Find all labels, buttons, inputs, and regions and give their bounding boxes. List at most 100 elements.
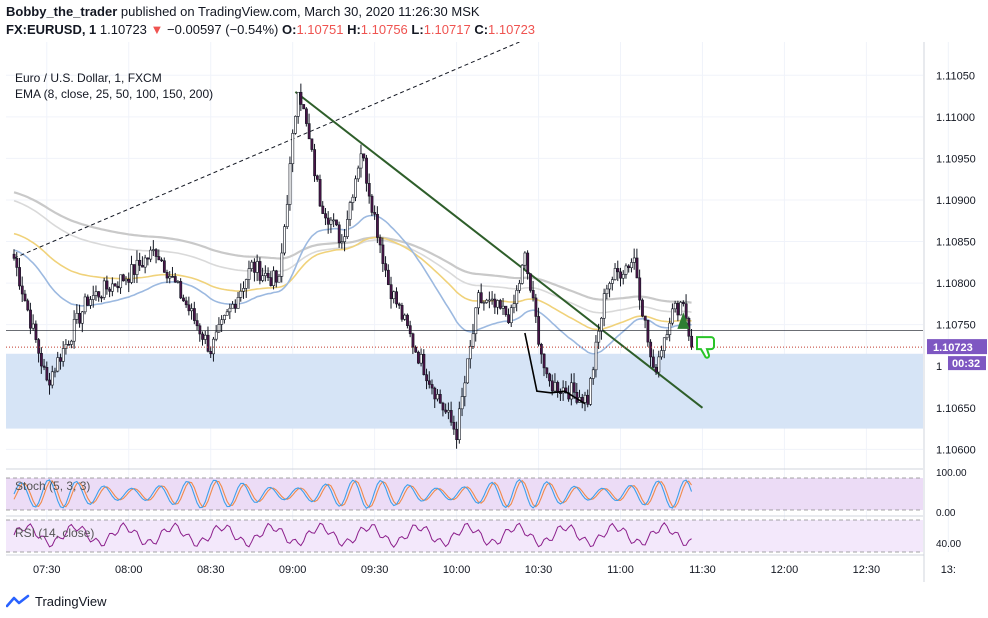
- candle: [641, 298, 644, 318]
- candle-body: [343, 236, 347, 242]
- candle: [436, 389, 439, 402]
- candle-body: [217, 324, 221, 333]
- candle-body: [411, 333, 415, 348]
- candle: [40, 347, 43, 374]
- candle-body: [531, 290, 535, 299]
- down-arrow-icon: ▼: [150, 22, 164, 37]
- candle: [337, 221, 341, 248]
- candle: [392, 290, 396, 304]
- stoch-tick-label: 0.00: [936, 508, 956, 519]
- candle-body: [690, 335, 694, 348]
- candle: [340, 234, 344, 249]
- candle-body: [56, 357, 60, 372]
- candle: [458, 401, 461, 444]
- candle: [61, 341, 65, 367]
- candle: [671, 303, 674, 326]
- candle-body: [141, 265, 144, 268]
- candle: [649, 339, 653, 367]
- chart-container[interactable]: 1.11050 1.11000 1.10950 1.10900 1.10850 1.108…: [6, 41, 988, 582]
- candle-body: [367, 183, 371, 197]
- candle: [299, 83, 303, 111]
- candle-body: [419, 353, 423, 364]
- candle: [247, 260, 251, 289]
- candle-body: [288, 163, 292, 205]
- candle: [621, 270, 625, 285]
- footer: TradingView: [6, 591, 107, 611]
- candle-body: [61, 348, 65, 362]
- footer-brand[interactable]: TradingView: [35, 593, 107, 609]
- candle: [600, 316, 603, 340]
- candle: [537, 307, 541, 347]
- candle: [479, 283, 483, 304]
- candle: [59, 353, 62, 370]
- price-chart[interactable]: 1.11050 1.11000 1.10950 1.10900 1.10850 1.108…: [6, 41, 988, 582]
- candle-body: [600, 317, 603, 332]
- candle-body: [78, 313, 82, 324]
- candle: [203, 330, 207, 345]
- price-change: −0.00597 (−0.54%): [167, 22, 279, 37]
- candle-body: [474, 307, 478, 335]
- time-tick-label: 12:00: [771, 564, 799, 576]
- candle: [608, 281, 612, 298]
- candle: [627, 264, 631, 273]
- candle: [498, 298, 502, 310]
- ohlc-bar: FX:EURUSD, 1 1.10723 ▼ −0.00597 (−0.54%)…: [6, 22, 535, 37]
- candle: [632, 248, 636, 270]
- candle: [255, 254, 259, 282]
- candle-body: [651, 356, 655, 368]
- candle: [157, 249, 161, 261]
- price-tick-label: 1.10950: [936, 153, 976, 165]
- candle: [231, 301, 235, 309]
- candle: [376, 206, 379, 244]
- candle: [616, 260, 620, 282]
- candle: [258, 257, 262, 285]
- high-value: 1.10756: [360, 22, 408, 37]
- candle-body: [406, 314, 409, 326]
- candle-body: [315, 175, 319, 180]
- candle: [261, 267, 265, 283]
- candle-body: [550, 380, 554, 392]
- candle: [589, 376, 592, 406]
- candle: [452, 415, 456, 435]
- tradingview-logo-icon[interactable]: [6, 594, 30, 608]
- candle: [201, 331, 205, 346]
- author-name[interactable]: Bobby_the_trader: [6, 4, 118, 19]
- candle-body: [529, 273, 532, 291]
- candle-body: [31, 323, 35, 329]
- candle-body: [146, 257, 150, 260]
- candle-body: [182, 297, 185, 302]
- candle: [223, 314, 226, 324]
- candle: [460, 387, 464, 417]
- last-price-label: 1.10723: [933, 342, 973, 354]
- candle-body: [392, 291, 396, 300]
- candle: [493, 293, 497, 314]
- candle: [548, 372, 551, 387]
- candle-body: [75, 313, 79, 320]
- candle-body: [193, 308, 196, 321]
- candle: [662, 337, 666, 359]
- candle: [665, 329, 669, 341]
- candle-body: [184, 300, 188, 306]
- rsi-line: [13, 521, 692, 549]
- candle: [447, 402, 450, 420]
- candle-body: [684, 303, 688, 319]
- candle-body: [482, 302, 486, 304]
- candle: [414, 345, 418, 353]
- candle-body: [313, 149, 317, 177]
- candle-body: [124, 278, 128, 282]
- candle: [332, 213, 336, 228]
- candle-body: [671, 308, 674, 324]
- candle: [75, 304, 79, 324]
- candle: [346, 210, 349, 239]
- candle-body: [400, 305, 404, 320]
- candle: [591, 366, 595, 385]
- low-value: 1.10717: [423, 22, 471, 37]
- candle: [45, 361, 49, 382]
- candle-body: [488, 299, 491, 302]
- candle-body: [602, 293, 606, 319]
- candle: [455, 421, 459, 449]
- candle-body: [597, 330, 601, 343]
- candle-body: [203, 334, 207, 340]
- candle: [143, 254, 147, 274]
- countdown-badge: [948, 356, 986, 371]
